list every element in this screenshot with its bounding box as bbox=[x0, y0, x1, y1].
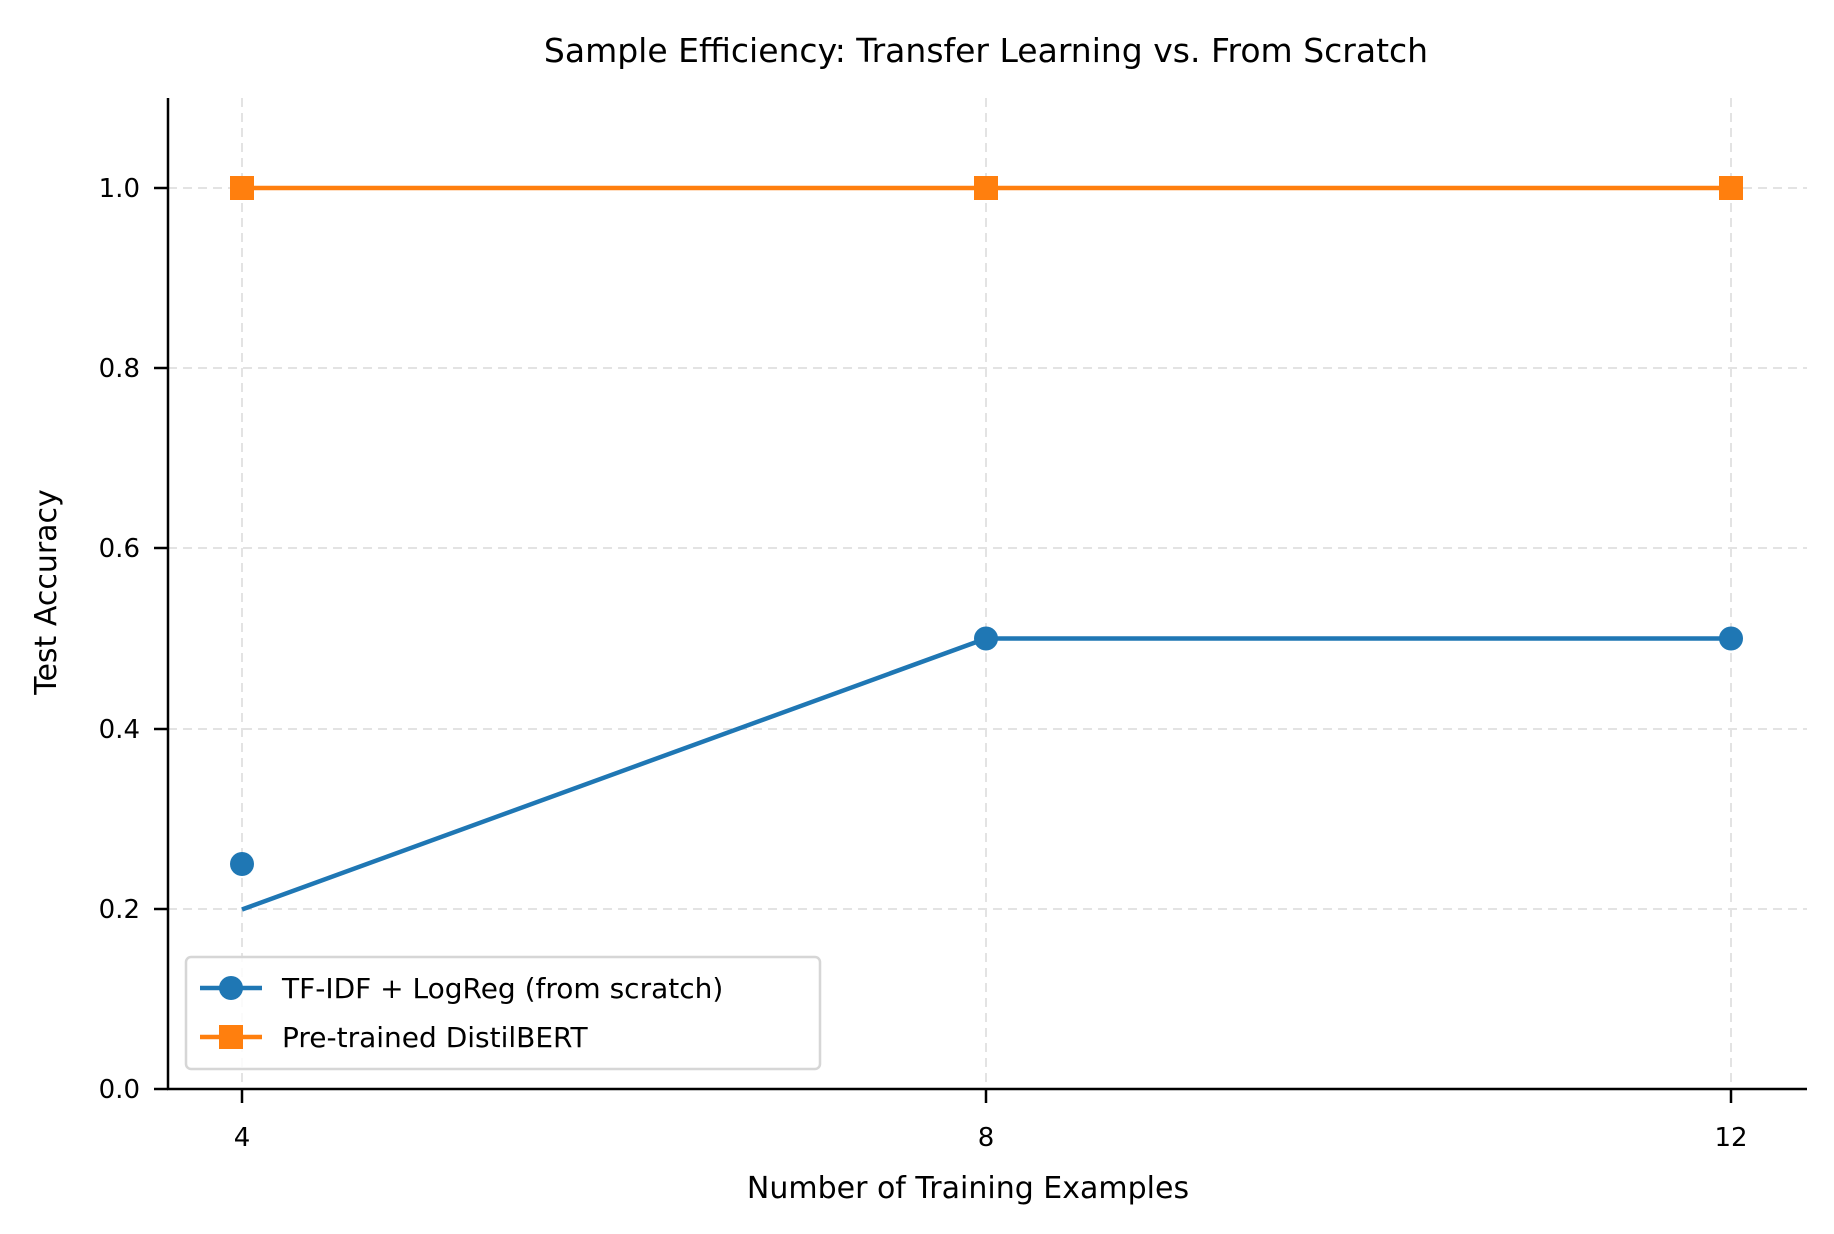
x-axis-label: Number of Training Examples bbox=[747, 1171, 1189, 1206]
x-tick-label: 4 bbox=[234, 1123, 251, 1153]
chart-title: Sample Efficiency: Transfer Learning vs.… bbox=[544, 31, 1428, 70]
circle-marker-icon bbox=[219, 976, 243, 1000]
legend: TF-IDF + LogReg (from scratch) Pre-train… bbox=[184, 955, 822, 1071]
x-axis-ticks bbox=[240, 1089, 1733, 1103]
legend-item-distilbert: Pre-trained DistilBERT bbox=[200, 1021, 588, 1054]
y-axis-tick-labels: 0.0 0.2 0.4 0.6 0.8 1.0 bbox=[99, 174, 140, 1105]
data-point bbox=[230, 852, 254, 876]
y-tick-label: 0.0 bbox=[99, 1075, 140, 1105]
x-tick-label: 8 bbox=[978, 1123, 995, 1153]
x-axis-tick-labels: 4 8 12 bbox=[234, 1123, 1748, 1153]
grid bbox=[168, 98, 1807, 1089]
y-tick-label: 0.6 bbox=[99, 534, 140, 564]
y-axis-label: Test Accuracy bbox=[29, 489, 64, 696]
y-axis-ticks bbox=[154, 186, 168, 1091]
legend-label: Pre-trained DistilBERT bbox=[282, 1021, 588, 1054]
y-tick-label: 1.0 bbox=[99, 174, 140, 204]
square-marker-icon bbox=[219, 1025, 243, 1049]
x-tick-label: 12 bbox=[1714, 1123, 1747, 1153]
series-distilbert bbox=[230, 176, 1743, 200]
data-point bbox=[974, 176, 998, 200]
legend-item-tfidf: TF-IDF + LogReg (from scratch) bbox=[200, 972, 723, 1005]
series-tfidf-logreg bbox=[230, 626, 1743, 912]
legend-label: TF-IDF + LogReg (from scratch) bbox=[281, 972, 723, 1005]
y-tick-label: 0.4 bbox=[99, 715, 140, 745]
data-point bbox=[230, 176, 254, 200]
data-point bbox=[1719, 176, 1743, 200]
y-tick-label: 0.2 bbox=[99, 895, 140, 925]
data-point bbox=[974, 626, 998, 651]
data-point bbox=[1719, 626, 1743, 651]
legend-box bbox=[184, 955, 822, 1071]
y-tick-label: 0.8 bbox=[99, 354, 140, 384]
